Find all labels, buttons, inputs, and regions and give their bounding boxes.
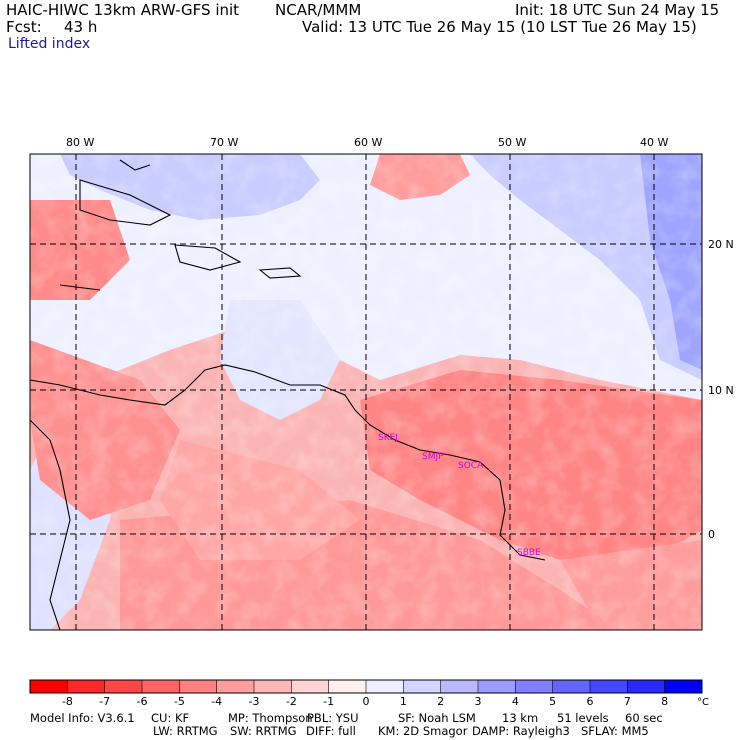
field-name: Lifted index [8,36,91,52]
colorbar-tick-label: -5 [174,695,185,708]
colorbar-tick-label: -2 [286,695,297,708]
model-info-item: CU: KF [151,711,190,725]
lifted-index-field [30,154,702,630]
colorbar-unit: °C [697,697,709,708]
colorbar-tick-label: -3 [249,695,260,708]
lat-label-0: 0 [708,528,715,541]
init-time: Init: 18 UTC Sun 24 May 15 [515,1,720,19]
colorbar-tick-label: 5 [549,695,556,708]
valid-time: Valid: 13 UTC Tue 26 May 15 (10 LST Tue … [302,18,697,36]
colorbar-tick-label: -4 [211,695,222,708]
model-info-item: 60 sec [625,711,663,725]
colorbar-tick-label: 7 [624,695,631,708]
model-info-item: Model Info: V3.6.1 [30,711,135,725]
coastlines [30,159,546,630]
model-info-item: DIFF: full [306,724,356,738]
model-info-item: PBL: YSU [307,711,359,725]
colorbar-swatch [664,680,703,693]
colorbar: -8 -7 -6 -5 -4 -3 -2 -1 0 1 2 3 4 5 6 7 8 °C [29,679,709,708]
model-info-item: 13 km [502,711,539,725]
colorbar-swatch [328,680,367,693]
colorbar-tick-label: 6 [587,695,594,708]
forecast-label: Fcst: [6,18,42,36]
colorbar-swatch [67,680,106,693]
colorbar-swatch [291,680,330,693]
colorbar-tick-label: -1 [323,695,334,708]
org-label: NCAR/MMM [275,1,362,19]
lon-label-50w: 50 W [498,136,526,149]
station-soca: SOCA [458,461,484,471]
model-info-item: KM: 2D Smagor [378,724,468,738]
model-info-item: 51 levels [557,711,609,725]
model-info-item: SFLAY: MM5 [581,724,649,738]
station-sbbe: SBBE [517,548,541,558]
colorbar-tick-label: 1 [400,695,407,708]
colorbar-swatch [515,680,554,693]
colorbar-swatch [179,680,218,693]
model-info-item: SW: RRTMG [230,724,297,738]
station-smjp: SMJP [422,452,444,462]
colorbar-swatch [552,680,591,693]
colorbar-tick-label: -8 [62,695,73,708]
colorbar-swatch [104,680,143,693]
lon-label-60w: 60 W [354,136,382,149]
model-title: HAIC-HIWC 13km ARW-GFS init [6,1,240,19]
colorbar-tick-label: -6 [137,695,148,708]
model-info-item: LW: RRTMG [153,724,218,738]
colorbar-tick-label: 3 [475,695,482,708]
model-info-item: DAMP: Rayleigh3 [472,724,570,738]
colorbar-swatch [30,680,68,693]
colorbar-tick-label: 8 [661,695,668,708]
lon-label-70w: 70 W [210,136,238,149]
model-info-item: MP: Thompson [228,711,313,725]
lat-label-20n: 20 N [708,238,734,251]
colorbar-swatch [366,680,404,693]
colorbar-swatch [403,680,442,693]
colorbar-tick-label: -7 [99,695,110,708]
lon-label-40w: 40 W [640,136,668,149]
model-info-item: SF: Noah LSM [398,711,476,725]
colorbar-tick-label: 0 [363,695,370,708]
lat-label-10n: 10 N [708,384,734,397]
colorbar-swatch [627,680,666,693]
colorbar-swatch [142,680,180,693]
colorbar-tick-label: 4 [512,695,519,708]
map-frame [29,153,703,631]
colorbar-swatch [590,680,628,693]
lon-label-80w: 80 W [66,136,94,149]
colorbar-swatch [216,680,255,693]
colorbar-tick-label: 2 [437,695,444,708]
colorbar-swatch [478,680,516,693]
colorbar-swatch [254,680,292,693]
lat-lon-grid [30,154,702,630]
forecast-hour: 43 h [64,18,98,36]
station-skej: SKEJ [378,433,398,443]
colorbar-swatch [440,680,479,693]
